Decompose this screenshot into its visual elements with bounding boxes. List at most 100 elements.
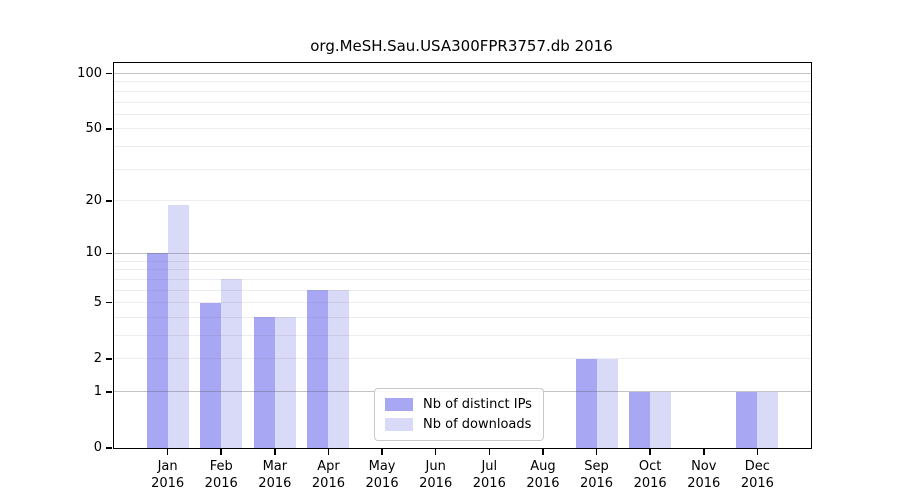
x-tick-year: 2016: [579, 476, 614, 491]
x-tick-label-dec: Dec 2016: [725, 458, 789, 492]
gridline-7: [114, 278, 811, 280]
x-tick-label-oct: Oct 2016: [618, 458, 682, 492]
bar-oct-distinct-ips: [629, 391, 651, 448]
y-tick-mark-5: [106, 301, 112, 304]
gridline-80: [114, 90, 811, 92]
x-tick-label-jan: Jan 2016: [136, 458, 200, 492]
legend: Nb of distinct IPs Nb of downloads: [374, 388, 544, 441]
gridline-100: [114, 73, 811, 75]
x-tick-year: 2016: [151, 476, 185, 491]
x-tick-mark-jul: [488, 449, 491, 455]
legend-item-distinct-ips: Nb of distinct IPs: [385, 397, 532, 412]
x-tick-year: 2016: [204, 476, 238, 491]
y-tick-mark-10: [106, 252, 112, 255]
y-tick-label-10: 10: [85, 245, 102, 261]
x-tick-mark-jan: [166, 449, 169, 455]
gridline-20: [114, 200, 811, 202]
bar-jan-distinct-ips: [146, 253, 168, 448]
y-tick-mark-100: [106, 72, 112, 75]
gridline-8: [114, 269, 811, 271]
x-tick-month: Nov: [691, 459, 717, 474]
x-tick-label-feb: Feb 2016: [189, 458, 253, 492]
x-tick-month: Oct: [638, 459, 662, 474]
x-tick-label-jun: Jun 2016: [404, 458, 468, 492]
bar-apr-downloads: [328, 290, 350, 448]
y-tick-label-1: 1: [93, 383, 102, 399]
gridline-2: [114, 358, 811, 360]
bar-feb-downloads: [221, 279, 243, 448]
x-tick-mark-jun: [434, 449, 437, 455]
x-tick-label-aug: Aug 2016: [511, 458, 575, 492]
x-tick-month: Feb: [209, 459, 233, 474]
x-tick-year: 2016: [419, 476, 453, 491]
y-tick-mark-50: [106, 128, 112, 130]
legend-swatch-downloads-icon: [385, 418, 413, 431]
gridline-60: [114, 113, 811, 115]
x-tick-mark-may: [381, 449, 383, 455]
gridline-90: [114, 81, 811, 83]
gridline-40: [114, 146, 811, 148]
x-tick-year: 2016: [526, 476, 560, 491]
x-tick-label-nov: Nov 2016: [672, 458, 736, 492]
legend-label: Nb of distinct IPs: [423, 397, 532, 412]
gridline-70: [114, 101, 811, 103]
y-tick-mark-0: [106, 447, 112, 449]
y-tick-label-100: 100: [77, 65, 102, 81]
legend-swatch-distinct-ips-icon: [385, 398, 413, 411]
y-tick-label-20: 20: [85, 192, 102, 208]
x-tick-month: Jun: [425, 459, 446, 474]
x-tick-mark-feb: [220, 449, 222, 455]
x-tick-year: 2016: [633, 476, 667, 491]
x-tick-mark-aug: [542, 449, 544, 455]
x-tick-month: May: [368, 459, 396, 474]
x-tick-month: Aug: [530, 459, 556, 474]
x-tick-label-apr: Apr 2016: [296, 458, 360, 492]
gridline-9: [114, 260, 811, 262]
legend-item-downloads: Nb of downloads: [385, 417, 532, 432]
bar-mar-downloads: [274, 317, 296, 448]
x-tick-label-mar: Mar 2016: [243, 458, 307, 492]
x-tick-year: 2016: [258, 476, 292, 491]
x-tick-year: 2016: [472, 476, 506, 491]
x-tick-label-may: May 2016: [350, 458, 414, 492]
x-tick-month: Apr: [317, 459, 340, 474]
gridline-10: [114, 252, 811, 254]
x-tick-mark-mar: [274, 449, 276, 455]
bar-apr-distinct-ips: [307, 290, 329, 448]
x-tick-mark-sep: [595, 449, 598, 455]
y-tick-label-5: 5: [93, 294, 102, 310]
x-tick-year: 2016: [740, 476, 774, 491]
plot-area: 0 1 2 5 10 20 50 100 Jan 2016 Feb 2016 Mar 2016 Apr 20…: [77, 62, 812, 491]
y-tick-mark-1: [106, 391, 112, 393]
x-tick-mark-dec: [756, 449, 759, 455]
x-tick-month: Sep: [584, 459, 609, 474]
x-tick-month: Jan: [157, 459, 178, 474]
gridline-30: [114, 168, 811, 170]
y-tick-label-0: 0: [93, 440, 102, 455]
chart-title: org.MeSH.Sau.USA300FPR3757.db 2016: [310, 37, 613, 55]
y-tick-mark-20: [106, 200, 112, 202]
gridline-3: [114, 335, 811, 337]
x-tick-mark-apr: [327, 449, 330, 455]
gridline-5: [114, 302, 811, 304]
x-tick-year: 2016: [311, 476, 345, 491]
x-tick-month: Dec: [744, 459, 770, 474]
bar-dec-downloads: [757, 391, 779, 448]
x-tick-label-sep: Sep 2016: [565, 458, 629, 492]
bar-feb-distinct-ips: [200, 302, 222, 448]
y-tick-mark-2: [106, 358, 112, 360]
x-tick-label-jul: Jul 2016: [457, 458, 521, 492]
gridline-6: [114, 289, 811, 291]
legend-label: Nb of downloads: [423, 417, 532, 432]
bar-mar-distinct-ips: [253, 317, 275, 448]
gridline-4: [114, 316, 811, 318]
x-tick-mark-oct: [649, 449, 651, 455]
bar-sep-downloads: [596, 358, 618, 448]
x-tick-year: 2016: [687, 476, 721, 491]
bar-oct-downloads: [650, 391, 672, 448]
bar-jan-downloads: [167, 204, 189, 448]
x-tick-mark-nov: [703, 449, 705, 455]
x-tick-year: 2016: [365, 476, 399, 491]
bar-sep-distinct-ips: [575, 358, 597, 448]
